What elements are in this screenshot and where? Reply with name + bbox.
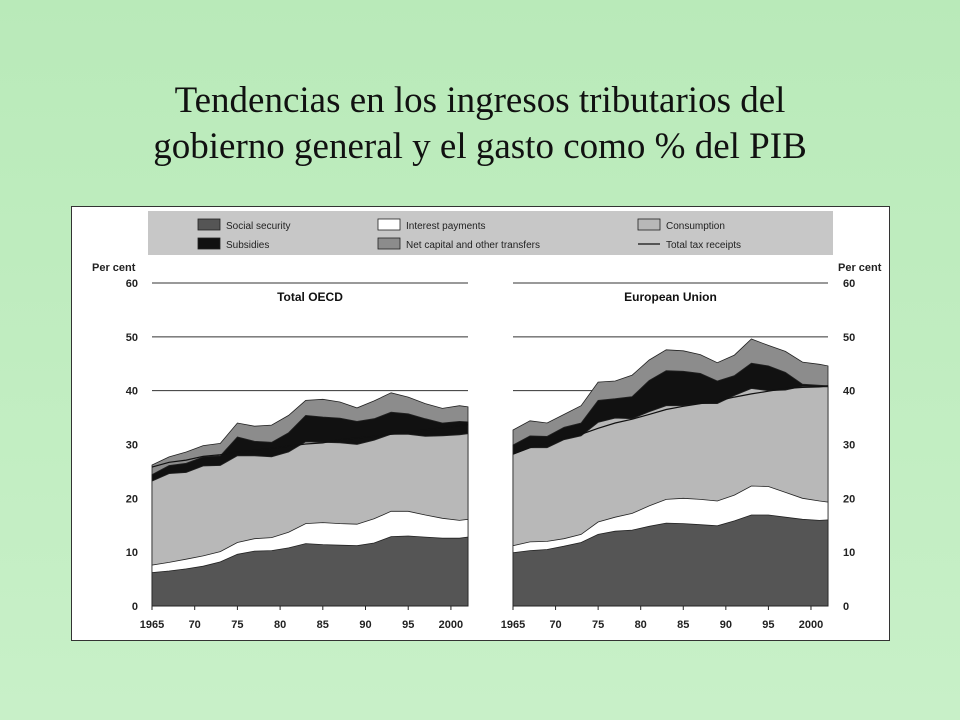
- legend-swatch-2: [637, 218, 661, 231]
- panel-1-xtick-label-1970: 70: [549, 619, 561, 631]
- panel-1-title-bg: [615, 287, 726, 306]
- legend-label-2: Consumption: [666, 221, 725, 232]
- legend-label-0: Social security: [226, 221, 290, 232]
- panel-0-xtick-label-1990: 90: [359, 619, 371, 631]
- ytick-right-20: 20: [843, 493, 855, 505]
- slide-title: Tendencias en los ingresos tributarios d…: [0, 78, 960, 170]
- figure-box: Social security Interest payments Consumpt…: [71, 206, 890, 641]
- panel-1-xtick-label-1975: 75: [592, 619, 604, 631]
- panel-0-xtick-label-1985: 85: [317, 619, 329, 631]
- panel-1-xtick-label-1965: 1965: [501, 619, 525, 631]
- panel-0-xtick-label-1980: 80: [274, 619, 286, 631]
- legend-label-1: Interest payments: [406, 221, 485, 232]
- ytick-right-10: 10: [843, 547, 855, 559]
- ytick-right-30: 30: [843, 440, 855, 452]
- legend-label-4: Net capital and other transfers: [406, 240, 540, 251]
- ytick-right-50: 50: [843, 332, 855, 344]
- chart-svg: Social security Interest payments Consumpt…: [92, 211, 882, 631]
- ytick-right-0: 0: [843, 601, 849, 613]
- panel-1-tax-line: [512, 385, 829, 455]
- ytick-left-40: 40: [126, 386, 138, 398]
- panel-0-title: Total OECD: [277, 290, 343, 304]
- panel-1-xtick-label-1985: 85: [677, 619, 689, 631]
- legend-swatch-3: [197, 237, 221, 250]
- unit-label-right: Per cent: [838, 262, 882, 274]
- ytick-left-50: 50: [126, 332, 138, 344]
- ytick-right-40: 40: [843, 386, 855, 398]
- ytick-left-0: 0: [132, 601, 138, 613]
- panel-0-title-bg: [255, 287, 365, 306]
- panel-1-xtick-label-1995: 95: [762, 619, 774, 631]
- panel-1-xtick-label-1990: 90: [720, 619, 732, 631]
- panel-0-xtick-label-1995: 95: [402, 619, 414, 631]
- ytick-left-60: 60: [126, 278, 138, 290]
- ytick-left-20: 20: [126, 493, 138, 505]
- panel-0-xtick-label-1970: 70: [189, 619, 201, 631]
- ytick-left-10: 10: [126, 547, 138, 559]
- panel-1-area-0: [512, 514, 829, 607]
- legend-swatch-0: [197, 218, 221, 231]
- ytick-left-30: 30: [126, 440, 138, 452]
- legend-label-3: Subsidies: [226, 240, 269, 251]
- panel-0-tax-line: [151, 424, 469, 468]
- panel-0-xtick-label-1975: 75: [231, 619, 243, 631]
- ytick-right-60: 60: [843, 278, 855, 290]
- panel-0-xtick-label-1965: 1965: [140, 619, 164, 631]
- legend-label-5: Total tax receipts: [666, 240, 741, 251]
- panel-0-area-0: [151, 535, 469, 607]
- panel-1-xtick-label-2000: 2000: [799, 619, 823, 631]
- legend-swatch-1: [377, 218, 401, 231]
- panel-1-title: European Union: [624, 290, 717, 304]
- panel-1-xtick-label-1980: 80: [635, 619, 647, 631]
- slide-title-line-2: gobierno general y el gasto como % del P…: [153, 126, 807, 167]
- unit-label-left: Per cent: [92, 262, 136, 274]
- legend-swatch-4: [377, 237, 401, 250]
- legend-band: [148, 211, 833, 255]
- panel-0-xtick-label-2000: 2000: [439, 619, 463, 631]
- slide-title-line-1: Tendencias en los ingresos tributarios d…: [174, 80, 786, 121]
